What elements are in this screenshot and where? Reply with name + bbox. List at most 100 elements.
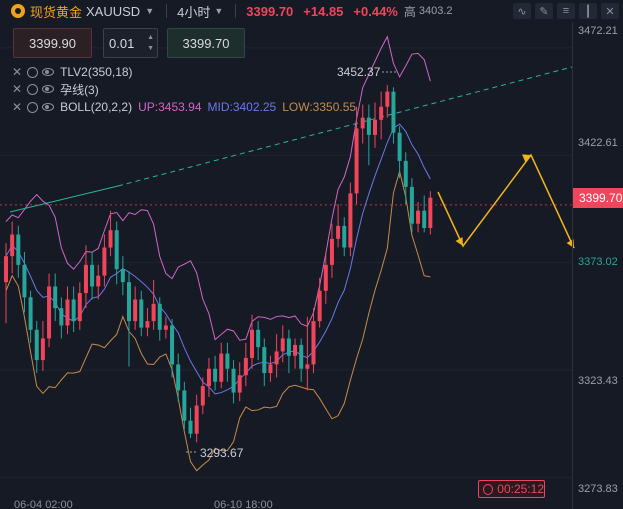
buy-price-button[interactable]: 3399.70 <box>167 28 245 58</box>
timeframe-dropdown-icon[interactable]: ▼ <box>214 6 224 16</box>
trend-icon[interactable]: ∿ <box>513 3 531 19</box>
candle-type-icon[interactable]: ┃ <box>579 3 597 19</box>
candle-body <box>385 91 390 107</box>
bar-countdown: 00:25:12 <box>478 480 545 498</box>
time-axis-label: 06-04 02:00 <box>14 499 73 509</box>
boll-upper-band <box>5 35 431 341</box>
candle-body <box>274 351 279 365</box>
gold-logo-icon <box>11 4 25 18</box>
instrument-name[interactable]: 现货黄金 <box>30 4 83 20</box>
stepper-down-icon[interactable]: ▼ <box>147 45 154 52</box>
candle-body <box>120 269 125 283</box>
instrument-code[interactable]: XAUUSD <box>86 3 141 19</box>
candle-body <box>286 338 291 356</box>
forecast-path <box>437 153 575 249</box>
candle-body <box>231 368 236 393</box>
candle-body <box>416 210 421 224</box>
price-tick: 3422.61 <box>578 137 618 149</box>
close-icon[interactable]: ✕ <box>12 100 23 114</box>
candle-body <box>397 132 402 161</box>
trendline-extension <box>117 66 573 187</box>
candle-body <box>422 210 427 229</box>
candle-body <box>206 368 211 387</box>
eye-icon[interactable] <box>42 68 55 76</box>
sell-price-button[interactable]: 3399.90 <box>13 28 92 58</box>
boll-low-value: LOW:3350.55 <box>282 100 357 114</box>
candle-body <box>77 292 82 322</box>
candle-body <box>16 234 21 265</box>
support-trendline <box>9 185 119 213</box>
candle-body <box>83 264 88 293</box>
candle-body <box>243 357 248 376</box>
settings-gear-icon[interactable] <box>27 101 39 113</box>
candle-body <box>65 299 70 326</box>
toolbar-icons: ∿ ✎ ≡ ┃ ✕ <box>509 0 623 22</box>
close-icon[interactable]: ✕ <box>601 3 619 19</box>
stepper-up-icon[interactable]: ▲ <box>147 34 154 41</box>
candle-body <box>403 160 408 187</box>
candle-body <box>108 230 113 248</box>
candle-body <box>323 264 328 291</box>
candle-body <box>305 364 310 369</box>
forecast-arrowhead <box>522 154 531 162</box>
instrument-dropdown-icon[interactable]: ▼ <box>145 6 155 16</box>
candle-body <box>348 193 353 248</box>
candle-body <box>96 275 101 287</box>
settings-gear-icon[interactable] <box>27 66 39 78</box>
draw-icon[interactable]: ✎ <box>535 3 553 19</box>
divider <box>235 4 237 18</box>
candle-body <box>366 117 371 135</box>
timeframe-selector[interactable]: 4小时 <box>177 4 211 20</box>
candle-body <box>157 303 162 330</box>
forecast-arrowhead <box>455 237 463 246</box>
eye-icon[interactable] <box>42 85 55 93</box>
price-tick: 3373.02 <box>578 256 618 268</box>
candle-body <box>22 264 27 298</box>
candle-body <box>176 364 181 391</box>
candle-body <box>170 325 175 365</box>
candle-body <box>317 290 322 322</box>
last-price: 3399.70 <box>246 3 294 19</box>
eye-icon[interactable] <box>42 103 55 111</box>
price-change-percent: +0.44% <box>353 3 398 19</box>
candle-body <box>428 197 433 229</box>
candle-body <box>336 225 341 239</box>
quantity-value[interactable]: 0.01 <box>109 35 135 51</box>
indicator-icon[interactable]: ≡ <box>557 3 575 19</box>
candle-body <box>194 405 199 434</box>
candle-body <box>28 297 33 330</box>
candle-body <box>188 420 193 434</box>
candle-body <box>151 303 156 322</box>
candle-body <box>219 353 224 382</box>
boll-middle-band <box>5 123 431 395</box>
candle-body <box>163 325 168 330</box>
candle-body <box>182 390 187 421</box>
close-icon[interactable]: ✕ <box>12 65 23 79</box>
settings-gear-icon[interactable] <box>27 83 39 95</box>
candle-body <box>40 338 45 361</box>
close-icon[interactable]: ✕ <box>12 82 23 96</box>
time-axis-label: 06-10 18:00 <box>214 499 273 509</box>
boll-lower-band <box>5 169 431 472</box>
candle-body <box>250 329 254 358</box>
candle-body <box>280 338 285 352</box>
candle-body <box>299 344 304 369</box>
high-price-label: 3452.37 <box>337 65 381 79</box>
candle-body <box>262 347 267 374</box>
clock-icon <box>483 483 494 495</box>
quantity-stepper[interactable]: 0.01 ▲ ▼ <box>103 28 158 58</box>
price-tick: 3323.43 <box>578 375 618 387</box>
stepper-arrows[interactable]: ▲ ▼ <box>147 32 154 54</box>
indicator-name: TLV2(350,18) <box>60 65 133 79</box>
indicator-tlv2[interactable]: ✕ TLV2(350,18) <box>12 64 139 80</box>
candle-body <box>373 119 377 135</box>
indicator-harami[interactable]: ✕ 孕线(3) <box>12 81 105 97</box>
candle-body <box>47 286 52 339</box>
indicator-boll[interactable]: ✕ BOLL(20,2,2) UP:3453.94 MID:3402.25 LO… <box>12 99 356 115</box>
low-price-label: 3293.67 <box>200 446 244 460</box>
candle-body <box>71 299 76 322</box>
candle-body <box>225 353 230 369</box>
indicator-name: BOLL(20,2,2) <box>60 100 133 114</box>
current-price-tag: 3399.70 <box>573 188 623 208</box>
